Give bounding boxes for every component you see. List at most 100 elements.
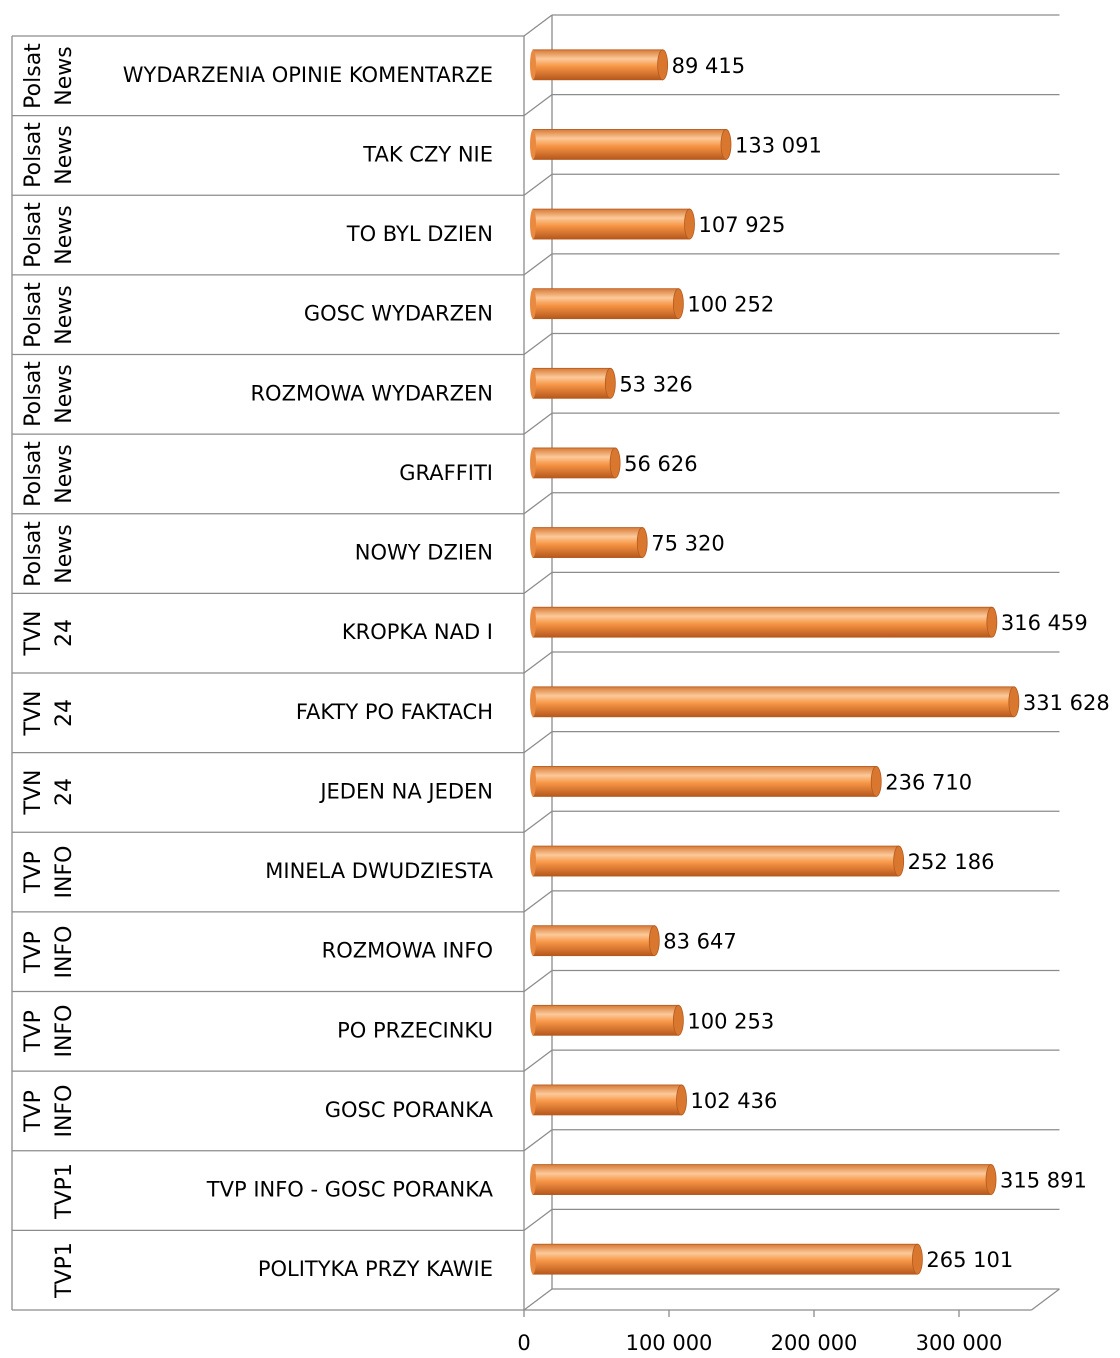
bar: [532, 845, 900, 877]
group-label: Polsat News: [21, 281, 77, 348]
depth-line: [523, 810, 553, 833]
bar-cap: [604, 367, 616, 399]
value-label: 265 101: [926, 1248, 1013, 1272]
bar-cap: [911, 1243, 923, 1275]
category-label: GOSC PORANKA: [325, 1098, 494, 1122]
category-label: GRAFFITI: [399, 461, 493, 485]
depth-line: [523, 492, 553, 515]
bar: [532, 288, 679, 320]
group-label: Polsat News: [21, 202, 77, 268]
group-label: TVN 24: [21, 610, 77, 656]
category-label: ROZMOWA INFO: [322, 939, 493, 963]
bar-base: [530, 1244, 536, 1275]
depth-line: [523, 412, 553, 435]
bar-cap: [720, 129, 732, 160]
group-label: Polsat News: [21, 441, 77, 507]
bar-base: [530, 925, 536, 956]
x-tick-label: 0: [517, 1331, 530, 1355]
depth-line: [523, 890, 553, 913]
bar: [532, 1243, 918, 1275]
category-label: PO PRZECINKU: [337, 1018, 493, 1042]
value-label: 316 459: [1001, 611, 1088, 635]
bar-cap: [609, 447, 621, 479]
group-label: TVP INFO: [21, 925, 77, 979]
bar-base: [530, 49, 536, 80]
value-label: 107 925: [698, 213, 785, 237]
value-label: 89 415: [672, 54, 745, 78]
bar-cap: [672, 288, 684, 320]
category-label: TVP INFO - GOSC PORANKA: [206, 1178, 494, 1202]
group-label: TVP INFO: [21, 1004, 77, 1058]
bar-base: [530, 368, 536, 399]
category-label: JEDEN NA JEDEN: [318, 779, 493, 803]
bar-cap: [870, 766, 882, 797]
depth-line: [523, 1049, 553, 1072]
value-label: 331 628: [1023, 691, 1110, 715]
depth-line: [523, 1288, 553, 1311]
bar-base: [530, 288, 536, 319]
depth-line: [523, 14, 553, 37]
x-tick-label: 300 000: [916, 1331, 1003, 1355]
bar-base: [530, 766, 536, 797]
category-label: TAK CZY NIE: [362, 142, 493, 166]
category-label: MINELA DWUDZIESTA: [265, 859, 493, 883]
value-label: 56 626: [624, 452, 697, 476]
depth-line: [523, 94, 553, 117]
bar: [532, 447, 616, 479]
bar-base: [530, 129, 536, 160]
category-label: KROPKA NAD I: [342, 620, 493, 644]
bar: [532, 49, 664, 81]
category-label: WYDARZENIA OPINIE KOMENTARZE: [123, 63, 493, 87]
bar-base: [530, 1164, 536, 1195]
bar-base: [530, 686, 536, 717]
bar-cap: [684, 208, 695, 240]
depth-line: [523, 651, 553, 674]
bar: [532, 367, 611, 399]
depth-line: [523, 969, 553, 993]
bar: [532, 1164, 992, 1195]
bar: [532, 129, 727, 160]
bar: [532, 766, 877, 797]
depth-line: [523, 1208, 553, 1231]
value-label: 83 647: [663, 930, 736, 954]
category-label: GOSC WYDARZEN: [304, 302, 493, 326]
bar-base: [530, 1005, 536, 1036]
bar-cap: [648, 925, 660, 957]
bar: [532, 686, 1015, 718]
bar-base: [530, 1084, 536, 1115]
depth-line: [523, 731, 553, 754]
category-label: ROZMOWA WYDARZEN: [250, 381, 493, 405]
group-label: TVN 24: [21, 769, 77, 815]
bar-cap: [986, 606, 998, 638]
bar-base: [530, 209, 536, 240]
bar-cap: [676, 1084, 687, 1116]
bar-cap: [672, 1004, 684, 1036]
value-label: 75 320: [651, 532, 724, 556]
group-label: Polsat News: [21, 43, 77, 109]
floor-side: [1031, 1288, 1060, 1311]
value-label: 100 252: [687, 293, 774, 317]
group-label: TVP INFO: [21, 1084, 77, 1138]
bar: [532, 606, 993, 638]
bar-base: [530, 447, 536, 478]
bar: [532, 208, 690, 240]
depth-line: [523, 332, 553, 356]
value-label: 53 326: [619, 372, 692, 396]
bar-base: [530, 846, 536, 877]
bar: [532, 1084, 682, 1116]
bar: [532, 925, 655, 957]
category-label: TO BYL DZIEN: [346, 222, 493, 246]
group-label: TVP1: [52, 1242, 77, 1299]
value-label: 102 436: [691, 1089, 778, 1113]
group-label: TVN 24: [21, 690, 77, 736]
bar-cap: [636, 527, 648, 558]
category-label: NOWY DZIEN: [355, 541, 493, 565]
value-label: 315 891: [1000, 1169, 1087, 1193]
x-tick-label: 100 000: [626, 1331, 713, 1355]
bar-base: [530, 527, 536, 558]
bar: [532, 1004, 679, 1036]
value-label: 100 253: [687, 1009, 774, 1033]
depth-line: [523, 253, 553, 276]
